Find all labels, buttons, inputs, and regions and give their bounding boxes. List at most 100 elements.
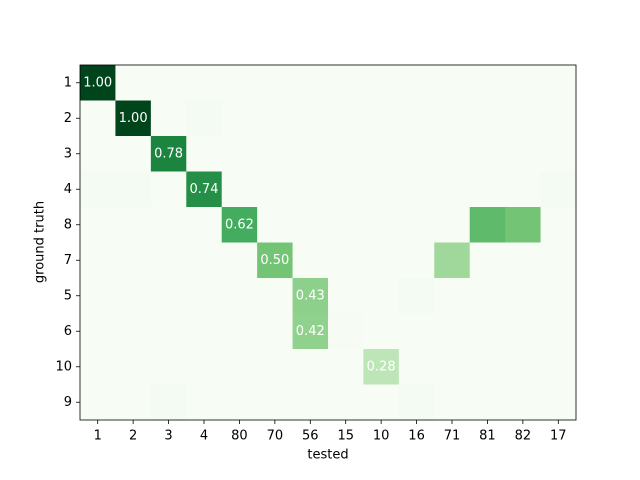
heatmap-cell — [115, 100, 152, 137]
heatmap-cell — [257, 207, 294, 243]
heatmap-cell — [80, 100, 116, 137]
heatmap-cell — [328, 384, 364, 421]
y-tick-label: 9 — [64, 395, 72, 410]
heatmap-cell — [328, 136, 364, 172]
x-tick-label: 10 — [373, 429, 390, 444]
heatmap-cell — [292, 100, 329, 137]
heatmap-cell — [80, 242, 116, 279]
heatmap-cell — [80, 349, 116, 385]
heatmap-cell — [80, 207, 116, 243]
heatmap-cell — [505, 349, 542, 385]
heatmap-cell — [505, 278, 542, 314]
heatmap-cell — [540, 384, 577, 421]
heatmap-cell — [292, 171, 329, 208]
heatmap-cell — [398, 100, 435, 137]
heatmap-cell — [328, 313, 364, 350]
heatmap-cell — [434, 65, 471, 101]
y-tick-label: 5 — [64, 288, 72, 303]
heatmap-cell — [469, 242, 506, 279]
heatmap-cell — [115, 349, 152, 385]
heatmap-cell — [150, 384, 187, 421]
heatmap-cell — [221, 313, 258, 350]
heatmap-cell — [434, 384, 471, 421]
x-tick-label: 3 — [164, 429, 172, 444]
heatmap-cell — [115, 313, 152, 350]
cell-label: 0.42 — [296, 324, 325, 339]
plot-frame — [79, 64, 577, 421]
heatmap-cell — [221, 171, 258, 208]
heatmap-cell — [221, 349, 258, 385]
x-tick-label: 56 — [302, 429, 319, 444]
heatmap-cell — [398, 313, 435, 350]
y-tick-label: 8 — [64, 217, 72, 232]
y-tick-label: 10 — [55, 359, 72, 374]
heatmap-cell — [292, 207, 329, 243]
heatmap-cell — [186, 65, 223, 101]
heatmap-cell — [186, 278, 223, 314]
heatmap-cell — [115, 278, 152, 314]
heatmap-cell — [363, 278, 400, 314]
cell-label: 0.62 — [225, 217, 254, 232]
heatmap-cell — [257, 242, 294, 279]
heatmap-cell — [540, 100, 577, 137]
heatmap-cell — [186, 171, 223, 208]
heatmap-cell — [434, 100, 471, 137]
heatmap-cell — [328, 207, 364, 243]
heatmap-cell — [80, 171, 116, 208]
heatmap-cell — [398, 171, 435, 208]
heatmap-cell — [469, 136, 506, 172]
x-axis-label: tested — [307, 448, 348, 463]
heatmap-cell — [150, 349, 187, 385]
x-tick-label: 81 — [479, 429, 496, 444]
x-tick-label: 16 — [408, 429, 425, 444]
x-tick-label: 82 — [515, 429, 532, 444]
heatmap-cell — [328, 171, 364, 208]
heatmap-cell — [115, 65, 152, 101]
heatmap-cell — [80, 384, 116, 421]
heatmap-cell — [505, 384, 542, 421]
heatmap-cell — [186, 349, 223, 385]
heatmap-cell — [540, 65, 577, 101]
heatmap-cell — [469, 313, 506, 350]
x-tick-label: 15 — [337, 429, 354, 444]
heatmap-cell — [363, 349, 400, 385]
heatmap-cell — [257, 349, 294, 385]
x-tick-label: 70 — [267, 429, 284, 444]
heatmap-cell — [257, 65, 294, 101]
heatmap-cell — [80, 278, 116, 314]
cell-label: 0.50 — [260, 253, 289, 268]
heatmap-cell — [115, 384, 152, 421]
heatmap-cell — [150, 171, 187, 208]
heatmap-cell — [150, 207, 187, 243]
heatmap-cell — [257, 313, 294, 350]
heatmap-cell — [398, 207, 435, 243]
heatmap-cell — [434, 278, 471, 314]
heatmap-cell — [221, 242, 258, 279]
y-tick-label: 3 — [64, 146, 72, 161]
heatmap-cell — [328, 242, 364, 279]
heatmap-cell — [80, 313, 116, 350]
x-tick-label: 71 — [444, 429, 461, 444]
heatmap-cell — [540, 349, 577, 385]
heatmap-cell — [398, 278, 435, 314]
heatmap-cell — [292, 242, 329, 279]
y-axis-label: ground truth — [33, 201, 48, 283]
heatmap-cell — [115, 171, 152, 208]
heatmap-cell — [257, 171, 294, 208]
heatmap-cell — [434, 349, 471, 385]
heatmap-cell — [505, 65, 542, 101]
heatmap-cell — [186, 242, 223, 279]
x-tick-label: 4 — [200, 429, 208, 444]
heatmap-cell — [363, 136, 400, 172]
heatmap-cell — [292, 278, 329, 314]
heatmap-cell — [186, 136, 223, 172]
cell-label: 0.74 — [190, 182, 219, 197]
x-tick-label: 1 — [94, 429, 102, 444]
heatmap-cell — [150, 136, 187, 172]
heatmap-cell — [398, 384, 435, 421]
heatmap-cell — [434, 242, 471, 279]
heatmap-cell — [469, 100, 506, 137]
y-tick-label: 6 — [64, 324, 72, 339]
heatmap-cell — [115, 242, 152, 279]
